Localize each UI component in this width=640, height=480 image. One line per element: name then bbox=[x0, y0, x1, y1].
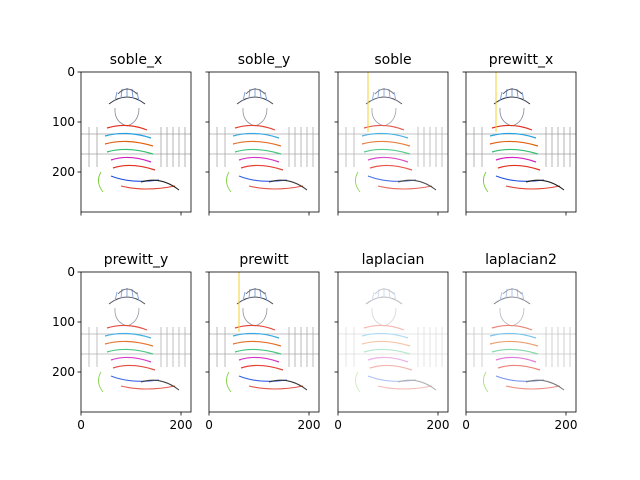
x-tick-label: 0 bbox=[77, 418, 85, 432]
subplot-panel: laplacian 0 200 bbox=[334, 252, 449, 432]
panel-title: laplacian bbox=[362, 252, 425, 268]
edge-image bbox=[209, 272, 319, 393]
x-tick-label: 200 bbox=[555, 418, 578, 432]
y-tick-label: 200 bbox=[52, 365, 75, 379]
subplot-panel: prewitt_x bbox=[462, 52, 577, 216]
subplot-panel: soble_x 0 100 200 bbox=[52, 52, 192, 216]
x-tick-label: 0 bbox=[462, 418, 470, 432]
plot-frame bbox=[208, 71, 320, 213]
panel-title: soble_x bbox=[110, 52, 163, 68]
x-tick-label: 0 bbox=[334, 418, 342, 432]
subplot-panel: laplacian2 0 200 bbox=[462, 252, 577, 432]
subplot-panel: soble_y bbox=[205, 52, 320, 216]
panel-title: prewitt_x bbox=[489, 52, 554, 68]
plot-frame bbox=[337, 71, 449, 213]
y-tick-label: 100 bbox=[52, 315, 75, 329]
plot-frame bbox=[337, 271, 449, 413]
panel-title: soble_y bbox=[238, 52, 291, 68]
subplot-panel: soble bbox=[334, 52, 449, 216]
plot-frame bbox=[208, 271, 320, 413]
edge-image bbox=[338, 72, 448, 193]
plot-frame bbox=[80, 71, 192, 213]
panel-title: prewitt bbox=[239, 252, 289, 268]
panel-title: prewitt_y bbox=[104, 252, 169, 268]
x-tick-label: 200 bbox=[427, 418, 450, 432]
x-tick-label: 0 bbox=[205, 418, 213, 432]
panel-title: soble bbox=[374, 52, 411, 68]
y-tick-label: 200 bbox=[52, 165, 75, 179]
y-tick-label: 0 bbox=[67, 65, 75, 79]
y-tick-label: 0 bbox=[67, 265, 75, 279]
plot-frame bbox=[465, 271, 577, 413]
subplot-panel: prewitt_y 0 100 200 0 200 bbox=[52, 252, 192, 432]
panel-title: laplacian2 bbox=[485, 252, 557, 268]
x-tick-label: 200 bbox=[298, 418, 321, 432]
plot-frame bbox=[80, 271, 192, 413]
y-tick-label: 100 bbox=[52, 115, 75, 129]
x-tick-label: 200 bbox=[170, 418, 193, 432]
subplot-panel: prewitt 0 200 bbox=[205, 252, 320, 432]
edge-image bbox=[466, 72, 576, 193]
plot-frame bbox=[465, 71, 577, 213]
